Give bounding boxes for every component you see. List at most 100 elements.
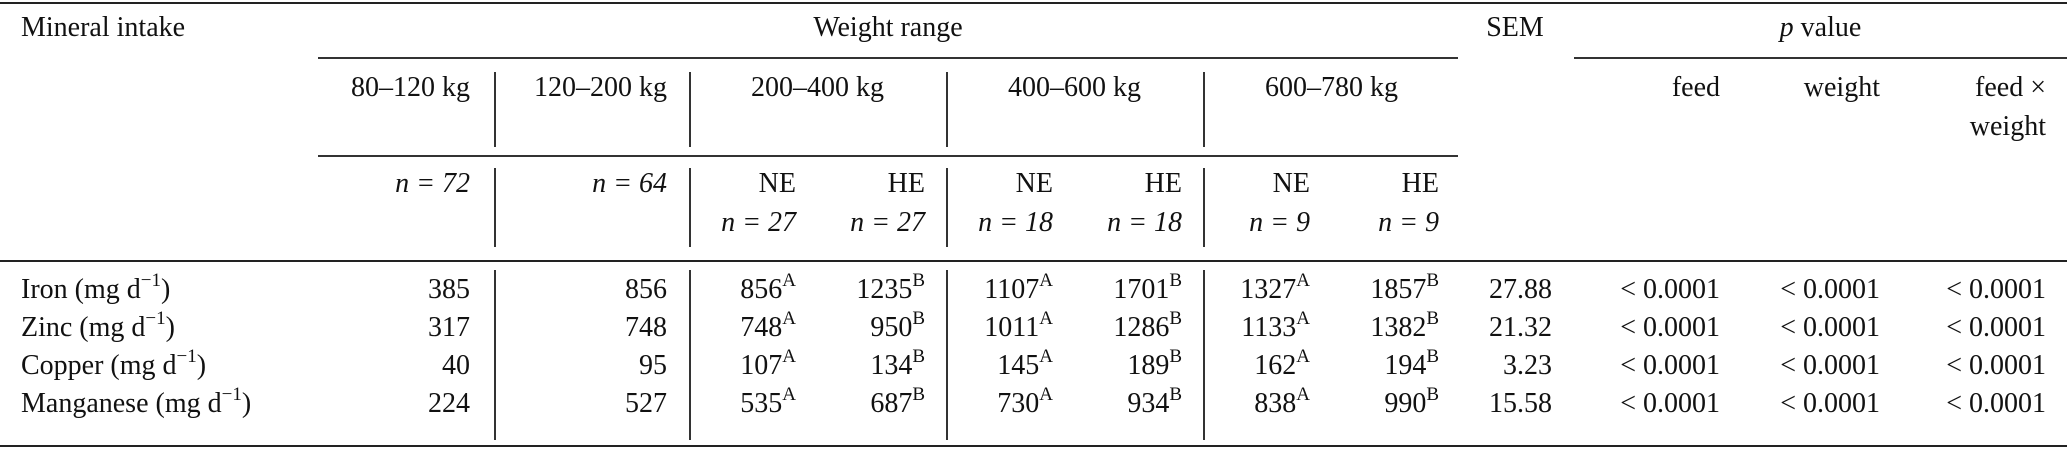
cell-p-feed-x-weight: < 0.0001 bbox=[1946, 274, 2046, 305]
cell-120-200: 856 bbox=[625, 274, 667, 305]
cell-value: 1382B bbox=[1310, 308, 1439, 348]
top-rule bbox=[0, 2, 2067, 4]
cell-80-120: 385 bbox=[428, 274, 470, 305]
cell-value: 1701B bbox=[1053, 270, 1182, 310]
cell-value: 162A bbox=[1203, 346, 1310, 386]
cell-number: 1701 bbox=[1113, 274, 1170, 305]
cell-value: 1327A bbox=[1203, 270, 1310, 310]
row-label-close: ) bbox=[196, 350, 207, 381]
cell-number: 1382 bbox=[1370, 312, 1427, 343]
col-divider-4c bbox=[1203, 270, 1205, 440]
cell-value: 1107A bbox=[946, 270, 1053, 310]
row-label-exponent: −1 bbox=[145, 308, 166, 329]
subgroup-ne-400-600: NE bbox=[1015, 168, 1053, 199]
p-col-feed-x-weight-1: feed × bbox=[1975, 72, 2046, 103]
p-col-feed-x-weight-2: weight bbox=[1969, 111, 2046, 142]
cell-value: 748A bbox=[689, 308, 796, 348]
cell-p-feed-x-weight: < 0.0001 bbox=[1946, 312, 2046, 343]
cell-value: 934B bbox=[1053, 384, 1182, 424]
cell-number: 162 bbox=[1254, 350, 1297, 381]
header-body-rule bbox=[0, 260, 2067, 262]
cell-value: 194B bbox=[1310, 346, 1439, 386]
cell-value: 730A bbox=[946, 384, 1053, 424]
cell-significance-letter: B bbox=[1426, 308, 1439, 329]
row-label-close: ) bbox=[165, 312, 175, 343]
subgroup-he-600-780: HE bbox=[1401, 168, 1439, 199]
cell-80-120: 317 bbox=[428, 312, 470, 343]
cell-number: 535 bbox=[740, 388, 783, 419]
cell-value: 687B bbox=[796, 384, 925, 424]
n-120-200: n = 64 bbox=[592, 168, 667, 199]
cell-120-200: 748 bbox=[625, 312, 667, 343]
cell-significance-letter: B bbox=[912, 346, 925, 367]
cell-significance-letter: A bbox=[782, 384, 796, 405]
cell-p-feed-x-weight: < 0.0001 bbox=[1946, 350, 2046, 381]
cell-number: 730 bbox=[997, 388, 1040, 419]
col-divider-2 bbox=[689, 72, 691, 147]
subgroup-ne-600-780-n: n = 9 bbox=[1249, 207, 1310, 238]
cell-significance-letter: A bbox=[1039, 270, 1053, 291]
cell-p-feed: < 0.0001 bbox=[1620, 274, 1720, 305]
cell-p-weight: < 0.0001 bbox=[1780, 388, 1880, 419]
cell-significance-letter: B bbox=[912, 384, 925, 405]
col-divider-1 bbox=[494, 72, 496, 147]
weight-range-underline bbox=[318, 57, 1458, 59]
cell-number: 1011 bbox=[984, 312, 1040, 343]
cell-value: 535A bbox=[689, 384, 796, 424]
cell-number: 838 bbox=[1254, 388, 1297, 419]
subgroup-ne-600-780: NE bbox=[1272, 168, 1310, 199]
cell-value: 145A bbox=[946, 346, 1053, 386]
cell-number: 687 bbox=[870, 388, 913, 419]
cell-120-200: 95 bbox=[639, 350, 667, 381]
cell-significance-letter: B bbox=[1169, 346, 1182, 367]
cell-significance-letter: B bbox=[1169, 384, 1182, 405]
col-divider-2b bbox=[689, 168, 691, 247]
cell-p-feed: < 0.0001 bbox=[1620, 388, 1720, 419]
cell-value: 856A bbox=[689, 270, 796, 310]
cell-number: 134 bbox=[870, 350, 913, 381]
cell-number: 748 bbox=[740, 312, 783, 343]
row-label: Zinc (mg d−1) bbox=[21, 308, 175, 348]
cell-120-200: 527 bbox=[625, 388, 667, 419]
col-divider-1b bbox=[494, 168, 496, 247]
cell-sem: 27.88 bbox=[1489, 274, 1552, 305]
cell-number: 194 bbox=[1384, 350, 1427, 381]
cell-value: 950B bbox=[796, 308, 925, 348]
row-label-text: Zinc (mg d bbox=[21, 312, 146, 343]
cell-significance-letter: B bbox=[912, 270, 925, 291]
p-col-weight: weight bbox=[1803, 72, 1880, 103]
cell-number: 856 bbox=[740, 274, 783, 305]
cell-number: 950 bbox=[870, 312, 913, 343]
cell-significance-letter: B bbox=[1426, 384, 1439, 405]
cell-sem: 3.23 bbox=[1503, 350, 1552, 381]
cell-p-weight: < 0.0001 bbox=[1780, 274, 1880, 305]
cell-value: 1011A bbox=[946, 308, 1053, 348]
cell-significance-letter: A bbox=[1296, 384, 1310, 405]
cell-significance-letter: B bbox=[1169, 308, 1182, 329]
row-label-exponent: −1 bbox=[140, 270, 161, 291]
weight-subrange-underline bbox=[318, 155, 1458, 157]
subgroup-ne-400-600-n: n = 18 bbox=[978, 207, 1053, 238]
subgroup-he-200-400: HE bbox=[887, 168, 925, 199]
cell-p-feed: < 0.0001 bbox=[1620, 350, 1720, 381]
cell-significance-letter: A bbox=[782, 270, 796, 291]
cell-value: 1857B bbox=[1310, 270, 1439, 310]
col-divider-4 bbox=[1203, 72, 1205, 147]
cell-p-feed: < 0.0001 bbox=[1620, 312, 1720, 343]
cell-significance-letter: A bbox=[1039, 384, 1053, 405]
cell-number: 189 bbox=[1127, 350, 1170, 381]
cell-significance-letter: B bbox=[1426, 270, 1439, 291]
row-label-text: Copper (mg d bbox=[21, 350, 177, 381]
cell-significance-letter: A bbox=[1296, 308, 1310, 329]
range-600-780: 600–780 kg bbox=[1265, 72, 1398, 103]
p-value-underline bbox=[1574, 57, 2067, 59]
cell-number: 1133 bbox=[1241, 312, 1297, 343]
cell-number: 1286 bbox=[1113, 312, 1170, 343]
cell-value: 134B bbox=[796, 346, 925, 386]
cell-80-120: 224 bbox=[428, 388, 470, 419]
subgroup-he-400-600: HE bbox=[1144, 168, 1182, 199]
header-p-value: p value bbox=[1574, 11, 2067, 45]
subgroup-ne-200-400: NE bbox=[758, 168, 796, 199]
cell-number: 1107 bbox=[984, 274, 1040, 305]
cell-number: 990 bbox=[1384, 388, 1427, 419]
